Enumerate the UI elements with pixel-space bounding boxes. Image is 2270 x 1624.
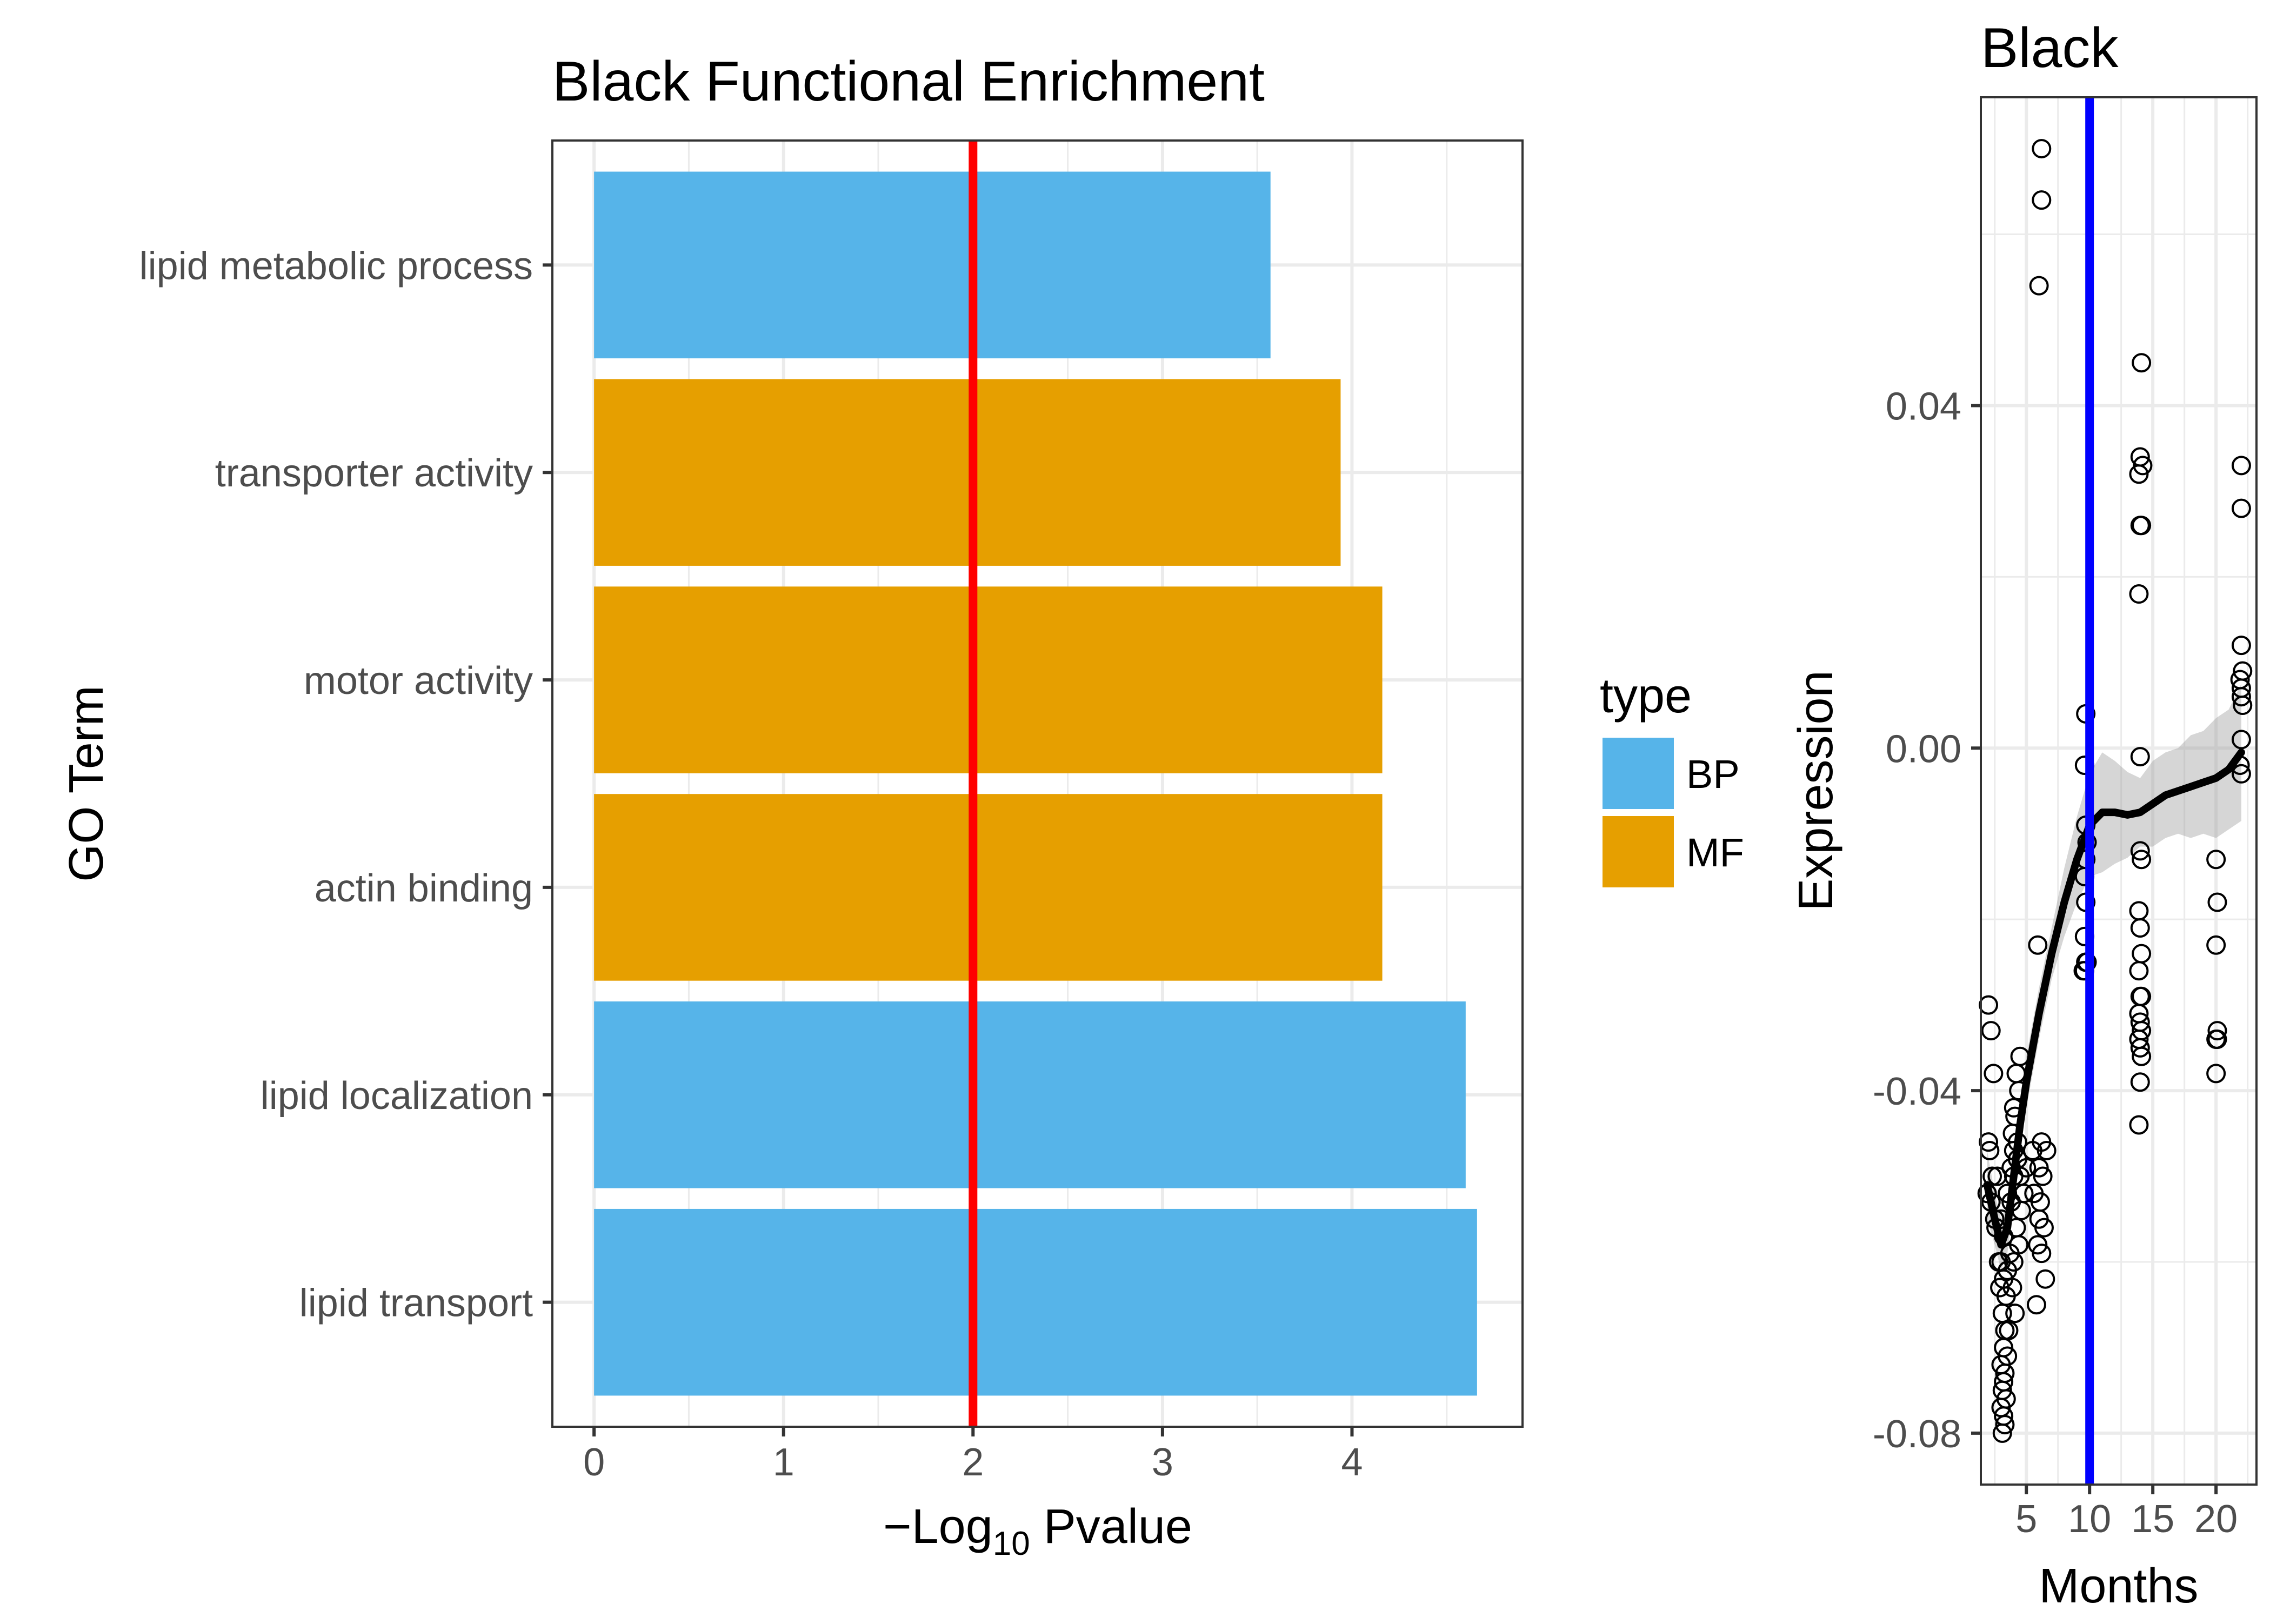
- data-point: [2132, 353, 2152, 373]
- bar-transporter-activity: [594, 379, 1341, 566]
- data-point: [2129, 584, 2149, 604]
- data-point: [2231, 764, 2251, 784]
- data-point: [2129, 464, 2149, 484]
- data-point: [2028, 935, 2048, 955]
- legend-label-bp: BP: [1686, 752, 1740, 797]
- x-tick-label: 15: [2131, 1498, 2174, 1541]
- y-tick-label: lipid localization: [261, 1074, 533, 1118]
- x-tick-label: 1: [773, 1441, 794, 1484]
- data-point: [2133, 456, 2153, 476]
- x-tick-label: 4: [1341, 1441, 1363, 1484]
- enrichment-bar-chart: Black Functional Enrichment lipid metabo…: [59, 50, 1524, 1562]
- x-tick-label: 5: [2015, 1498, 2037, 1541]
- data-point: [1990, 1278, 2010, 1298]
- expression-scatter-chart: Black -0.08-0.040.000.04 5 10 15 20 Months …: [1789, 17, 2258, 1613]
- data-point: [2130, 1038, 2150, 1058]
- data-point: [2032, 190, 2052, 210]
- bar-lipid-transport: [594, 1208, 1477, 1396]
- data-point: [2231, 636, 2251, 656]
- data-point: [2206, 1064, 2226, 1084]
- data-point: [1984, 1064, 2004, 1084]
- data-point: [2024, 1184, 2044, 1204]
- data-point: [2231, 687, 2251, 707]
- data-point: [2033, 1166, 2053, 1186]
- data-point: [2000, 1244, 2020, 1264]
- data-point: [2026, 1295, 2046, 1315]
- x-axis-ticks: 0 1 2 3 4: [583, 1427, 1363, 1484]
- data-point: [1982, 1166, 2002, 1186]
- plot-panel-border: [551, 139, 1524, 1428]
- bar-motor-activity: [594, 586, 1383, 773]
- data-point: [2207, 1021, 2227, 1041]
- data-point: [2130, 841, 2150, 861]
- y-tick-label: -0.04: [1873, 1070, 1961, 1113]
- data-point: [2231, 498, 2251, 518]
- data-point: [2206, 935, 2226, 955]
- data-point: [1998, 1346, 2018, 1366]
- data-point: [1992, 1423, 2012, 1443]
- x-tick-label: 2: [962, 1441, 984, 1484]
- y-axis-label: GO Term: [59, 685, 114, 881]
- y-tick-label: actin binding: [315, 867, 533, 910]
- x-axis-label: −Log10 Pvalue: [883, 1500, 1192, 1562]
- y-tick-label: 0.00: [1886, 727, 1961, 771]
- bars: [594, 171, 1477, 1396]
- data-point: [2231, 456, 2251, 476]
- y-tick-label: motor activity: [304, 659, 533, 703]
- data-point: [1995, 1415, 2015, 1435]
- bar-lipid-metabolic-process: [594, 171, 1271, 359]
- data-point: [2130, 918, 2150, 938]
- data-point: [2207, 1030, 2227, 1050]
- y-tick-label: transporter activity: [215, 452, 533, 495]
- data-point: [2132, 850, 2152, 870]
- data-point: [2028, 1235, 2048, 1255]
- y-tick-label: lipid metabolic process: [139, 244, 533, 288]
- plot-panel-border: [1980, 96, 2258, 1486]
- y-tick-label: 0.04: [1886, 385, 1961, 428]
- bar-lipid-localization: [594, 1001, 1466, 1188]
- chart-title: Black: [1981, 17, 2119, 79]
- legend-swatch-bp: [1603, 738, 1674, 809]
- x-tick-label: 0: [583, 1441, 605, 1484]
- data-point: [1981, 1021, 2001, 1041]
- data-point: [1999, 1320, 2019, 1340]
- x-axis-ticks: 5 10 15 20: [2015, 1485, 2238, 1541]
- legend-swatch-mf: [1603, 816, 1674, 887]
- data-point: [2231, 730, 2251, 750]
- data-point: [2029, 1158, 2049, 1178]
- data-point: [2130, 747, 2150, 767]
- y-axis-label: Expression: [1789, 670, 1843, 911]
- data-point: [2029, 276, 2049, 296]
- data-point: [2035, 1269, 2055, 1289]
- data-point: [2032, 1244, 2052, 1264]
- chart-title: Black Functional Enrichment: [552, 50, 1265, 113]
- data-point: [2005, 1304, 2025, 1324]
- data-point: [2129, 961, 2149, 981]
- legend-title: type: [1600, 669, 1692, 723]
- data-point: [2132, 516, 2152, 536]
- data-point: [2206, 850, 2226, 870]
- x-tick-label: 3: [1152, 1441, 1173, 1484]
- x-axis-label: Months: [2039, 1559, 2198, 1613]
- legend-label-mf: MF: [1686, 830, 1744, 875]
- data-point: [2032, 1132, 2052, 1152]
- data-point: [2130, 1072, 2150, 1092]
- legend: type BP MF: [1600, 669, 1744, 887]
- x-tick-label: 20: [2194, 1498, 2238, 1541]
- data-point: [2207, 892, 2227, 912]
- y-tick-label: lipid transport: [299, 1282, 533, 1325]
- y-tick-label: -0.08: [1873, 1413, 1961, 1456]
- bar-actin-binding: [594, 794, 1383, 981]
- data-point: [2032, 139, 2052, 159]
- data-point: [2034, 1218, 2054, 1238]
- data-point: [2129, 1115, 2149, 1135]
- smooth-confidence-band: [1987, 684, 2241, 1271]
- data-point: [2132, 1046, 2152, 1066]
- x-tick-label: 10: [2068, 1498, 2111, 1541]
- data-point: [2233, 696, 2253, 716]
- y-axis-ticks: lipid metabolic process transporter activ…: [139, 244, 552, 1325]
- y-axis-ticks: -0.08 -0.04 0.00 0.04: [1873, 385, 1981, 1456]
